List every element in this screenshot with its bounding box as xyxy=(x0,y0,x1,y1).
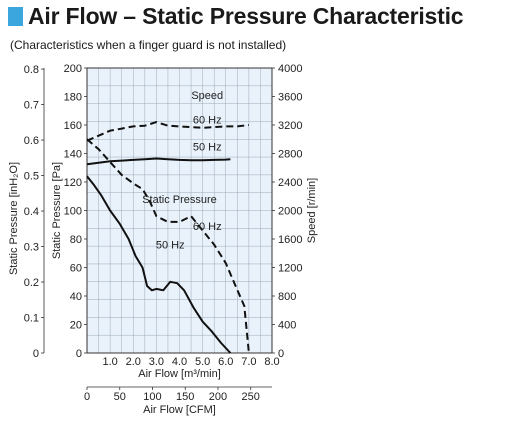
inh2o-axis-label: Static Pressure [inH₂O] xyxy=(8,162,20,275)
pa-tick-label: 80 xyxy=(70,234,82,246)
speed-tick-label: 3200 xyxy=(278,120,302,132)
chart-subtitle: (Characteristics when a finger guard is … xyxy=(10,38,287,52)
series-line-2 xyxy=(86,121,250,142)
speed-tick-label: 800 xyxy=(278,291,296,303)
pa-tick-label: 40 xyxy=(70,291,82,303)
annotation-label: 60 Hz xyxy=(193,221,222,233)
inh2o-tick-label: 0.5 xyxy=(24,171,39,183)
inh2o-tick-label: 0.8 xyxy=(24,64,39,76)
annotation-label: Speed xyxy=(191,90,223,102)
pa-tick-label: 160 xyxy=(64,120,82,132)
title-accent-square xyxy=(8,6,23,26)
speed-tick-label: 2400 xyxy=(278,177,302,189)
speed-tick-label: 400 xyxy=(278,320,296,332)
flow-axis-label: Air Flow [m³/min] xyxy=(138,368,221,380)
speed-tick-label: 3600 xyxy=(278,92,302,104)
pa-axis-label: Static Pressure [Pa] xyxy=(51,162,63,259)
cfm-axis-label: Air Flow [CFM] xyxy=(143,404,216,416)
pa-tick-label: 20 xyxy=(70,320,82,332)
inh2o-tick-label: 0.3 xyxy=(24,242,39,254)
flow-tick-label: 2.0 xyxy=(126,356,141,368)
inh2o-tick-label: 0 xyxy=(33,348,39,360)
flow-tick-label: 3.0 xyxy=(149,356,164,368)
series-line-0 xyxy=(86,175,232,354)
inh2o-tick-label: 0.1 xyxy=(24,313,39,325)
inh2o-tick-label: 0.7 xyxy=(24,100,39,112)
cfm-tick-label: 50 xyxy=(114,391,126,403)
pa-tick-label: 180 xyxy=(64,92,82,104)
speed-tick-label: 2800 xyxy=(278,149,302,161)
speed-axis-label: Speed [r/min] xyxy=(306,178,318,243)
title-row: Air Flow – Static Pressure Characteristi… xyxy=(8,2,464,29)
flow-tick-label: 7.0 xyxy=(241,356,256,368)
inh2o-tick-label: 0.4 xyxy=(24,206,39,218)
pa-tick-label: 60 xyxy=(70,263,82,275)
annotation-label: 60 Hz xyxy=(193,114,222,126)
chart-title: Air Flow – Static Pressure Characteristi… xyxy=(28,2,464,29)
speed-tick-label: 1200 xyxy=(278,263,302,275)
annotation-label: 50 Hz xyxy=(156,240,185,252)
cfm-tick-label: 200 xyxy=(209,391,227,403)
pa-tick-label: 0 xyxy=(76,348,82,360)
cfm-tick-label: 150 xyxy=(176,391,194,403)
flow-tick-label: 5.0 xyxy=(195,356,210,368)
inh2o-tick-label: 0.6 xyxy=(24,135,39,147)
cfm-tick-label: 100 xyxy=(143,391,161,403)
flow-tick-label: 1.0 xyxy=(102,356,117,368)
pa-tick-label: 200 xyxy=(64,63,82,75)
annotation-label: 50 Hz xyxy=(193,141,222,153)
flow-tick-label: 4.0 xyxy=(172,356,187,368)
speed-tick-label: 2000 xyxy=(278,206,302,218)
speed-tick-label: 1600 xyxy=(278,234,302,246)
annotation-label: Static Pressure xyxy=(142,194,217,206)
flow-tick-label: 6.0 xyxy=(218,356,233,368)
pa-tick-label: 140 xyxy=(64,149,82,161)
speed-tick-label: 0 xyxy=(278,348,284,360)
speed-tick-label: 4000 xyxy=(278,63,302,75)
inh2o-tick-label: 0.2 xyxy=(24,277,39,289)
pa-tick-label: 120 xyxy=(64,177,82,189)
cfm-tick-label: 250 xyxy=(242,391,260,403)
pa-tick-label: 100 xyxy=(64,206,82,218)
flow-tick-label: 8.0 xyxy=(264,356,279,368)
cfm-tick-label: 0 xyxy=(84,391,90,403)
series-line-1 xyxy=(86,138,250,354)
series-line-3 xyxy=(86,157,231,166)
